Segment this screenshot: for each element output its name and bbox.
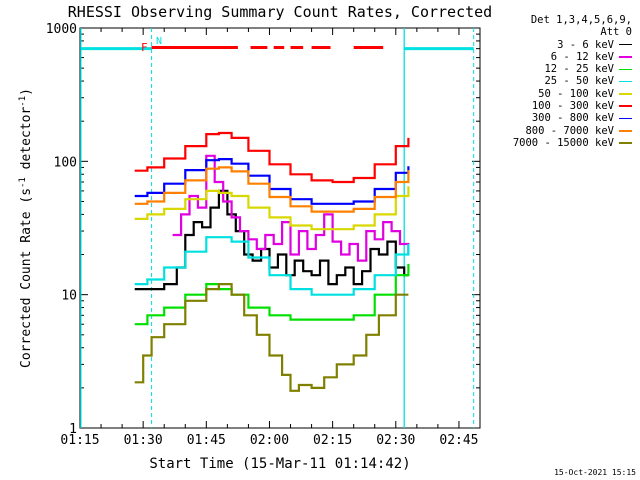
series-line (134, 283, 409, 392)
legend-swatch (619, 105, 632, 107)
night-flag-label: N (156, 36, 162, 47)
series-line (134, 166, 410, 213)
legend-swatch (619, 80, 632, 83)
y-axis-label: Corrected Count Rate (s-1 detector-1) (18, 88, 34, 368)
series-line (172, 154, 410, 262)
footer-date: 15-Oct-2021 15:15 (554, 468, 636, 477)
legend-label: 300 - 800 keV (531, 112, 614, 125)
legend-swatch (619, 56, 632, 58)
legend-label: 3 - 6 keV (557, 38, 614, 51)
legend-header-line2: Att 0 (600, 26, 632, 39)
y-tick-label: 10 (61, 289, 77, 304)
x-tick-label: 01:30 (124, 433, 163, 448)
legend-label: 100 - 300 keV (531, 100, 614, 113)
legend-swatch (619, 142, 632, 144)
series-group (134, 131, 410, 392)
legend-label: 50 - 100 keV (538, 87, 614, 100)
series-line (134, 131, 410, 184)
y-tick-label: 1000 (46, 22, 77, 37)
flare-flag-label: F (141, 41, 148, 54)
legend-swatch (619, 117, 632, 120)
x-tick-label: 02:45 (439, 433, 478, 448)
x-tick-label: 02:15 (313, 433, 352, 448)
legend-swatch (619, 130, 632, 132)
legend-item: 800 - 7000 keV (484, 125, 632, 137)
series-line (134, 189, 409, 291)
night-period-lines (80, 28, 475, 428)
x-axis-label: Start Time (15-Mar-11 01:14:42) (149, 456, 410, 472)
legend: Det 1,3,4,5,6,9, Att 0 3 - 6 keV 6 - 12 k… (484, 14, 632, 149)
legend-label: 7000 - 15000 keV (512, 136, 614, 149)
y-label-sup1: -1 (18, 177, 28, 188)
x-tick-label: 02:30 (376, 433, 415, 448)
legend-swatch (619, 93, 632, 95)
x-tick-label: 01:15 (60, 433, 99, 448)
plot-frame (79, 27, 481, 429)
axis-ticks: 01:15 01:30 01:45 02:00 02:15 02:30 02:45 1 10 10… (46, 22, 480, 448)
y-tick-label: 100 (54, 155, 77, 170)
legend-item: 7000 - 15000 keV (484, 137, 632, 149)
legend-item: 300 - 800 keV (484, 112, 632, 124)
series-line (134, 186, 410, 231)
legend-item: 50 - 100 keV (484, 88, 632, 100)
legend-swatch (619, 43, 632, 46)
y-label-sup2: -1 (18, 96, 28, 107)
x-tick-label: 01:45 (187, 433, 226, 448)
legend-item: 6 - 12 keV (484, 51, 632, 63)
legend-label: 12 - 25 keV (544, 63, 614, 76)
legend-header-line1: Det 1,3,4,5,6,9, (530, 14, 632, 26)
chart-title: RHESSI Observing Summary Count Rates, Co… (68, 3, 492, 21)
legend-item: 100 - 300 keV (484, 100, 632, 112)
legend-item: 25 - 50 keV (484, 75, 632, 87)
series-line (134, 236, 410, 296)
y-label-end: ) (19, 88, 34, 96)
legend-label: 25 - 50 keV (544, 75, 614, 88)
y-label-main: Corrected Count Rate (s (19, 188, 34, 368)
legend-item: 12 - 25 keV (484, 63, 632, 75)
legend-swatch (619, 68, 632, 71)
y-tick-label: 1 (69, 422, 77, 437)
series-line (134, 263, 410, 326)
x-tick-label: 02:00 (250, 433, 289, 448)
y-label-mid: detector (19, 107, 34, 178)
legend-item: 3 - 6 keV (484, 39, 632, 51)
legend-label: 800 - 7000 keV (525, 124, 614, 137)
legend-label: 6 - 12 keV (550, 50, 614, 63)
